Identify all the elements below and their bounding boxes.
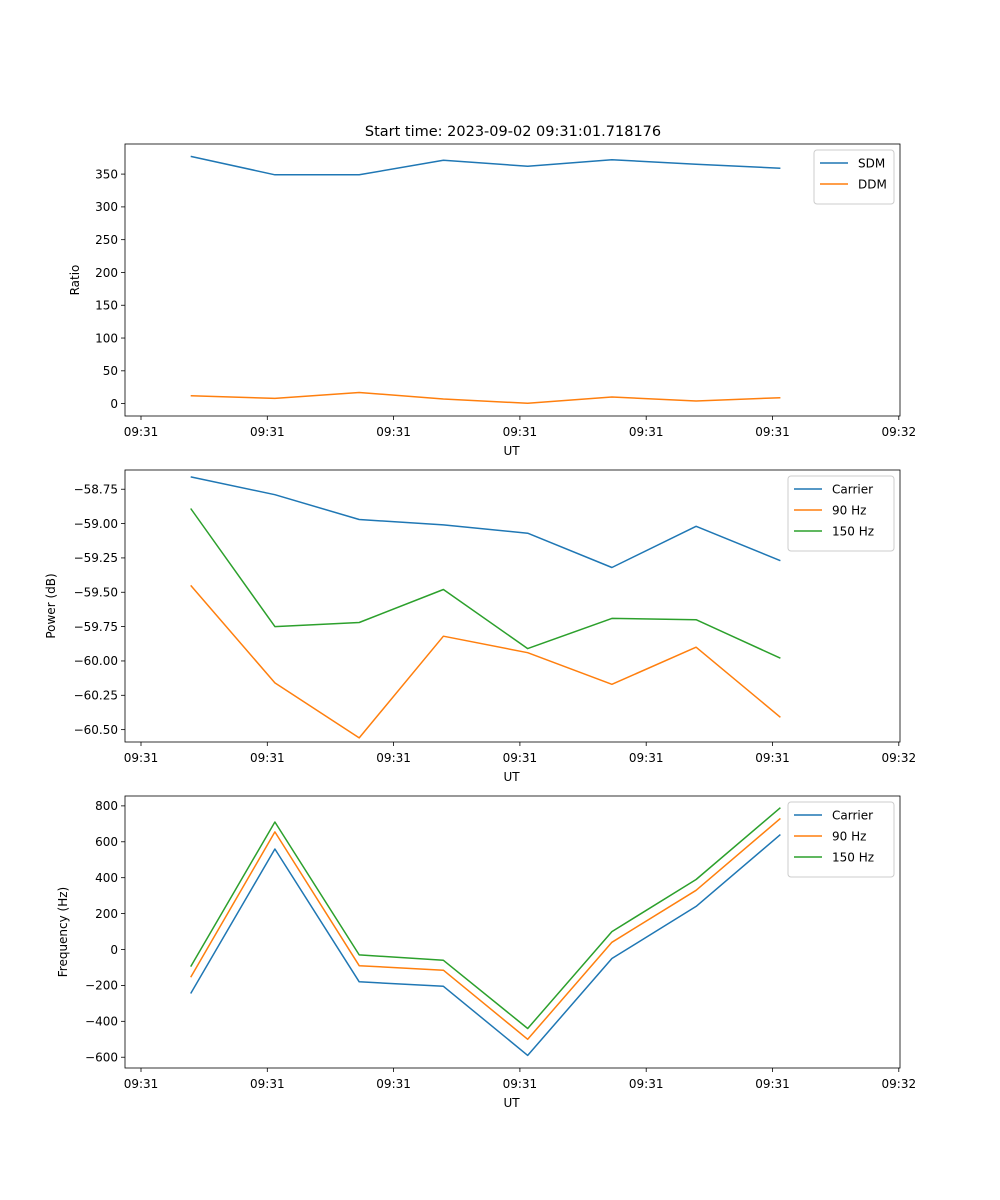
- legend-label-ddm: DDM: [858, 178, 887, 192]
- y-axis-label: Frequency (Hz): [56, 887, 70, 978]
- figure-title: Start time: 2023-09-02 09:31:01.718176: [365, 124, 661, 140]
- y-tick-label: −59.75: [74, 620, 118, 634]
- y-tick-label: −59.50: [74, 586, 118, 600]
- y-tick-label: 200: [95, 907, 118, 921]
- power-chart: 09:31 09:31 09:31 09:31 09:31 09:31 09:32 −58.7…: [44, 469, 917, 784]
- y-tick-label: −600: [85, 1051, 118, 1065]
- x-tick-label: 09:31: [755, 425, 790, 439]
- x-tick-label: 09:31: [629, 751, 664, 765]
- legend-label-150-hz: 150 Hz: [832, 851, 874, 865]
- y-tick-label: −400: [85, 1015, 118, 1029]
- x-axis-label: UT: [503, 770, 520, 784]
- y-tick-label: 200: [95, 266, 118, 280]
- y-tick-label: 150: [95, 299, 118, 313]
- x-axis-label: UT: [503, 1096, 520, 1110]
- series-line-ddm: [190, 391, 781, 405]
- legend-label-90-hz: 90 Hz: [832, 830, 866, 844]
- axes-frame: [124, 795, 901, 1069]
- legend-label-sdm: SDM: [858, 157, 885, 171]
- x-tick-label: 09:31: [629, 425, 664, 439]
- x-tick-label: 09:31: [250, 425, 285, 439]
- x-tick-label: 09:31: [250, 751, 285, 765]
- y-tick-label: 0: [110, 397, 118, 411]
- series-line-150-hz: [190, 508, 781, 659]
- y-tick-label: 300: [95, 200, 118, 214]
- y-axis-label: Ratio: [68, 265, 82, 296]
- axes-frame: [124, 143, 901, 417]
- series-line-carrier: [190, 834, 781, 1057]
- ratio-chart: 09:31 09:31 09:31 09:31 09:31 09:31 09:32 0 50 10…: [68, 143, 917, 458]
- x-tick-label: 09:31: [629, 1077, 664, 1091]
- y-tick-label: 100: [95, 331, 118, 345]
- x-tick-label: 09:31: [376, 425, 411, 439]
- x-tick-label: 09:31: [755, 751, 790, 765]
- y-tick-label: −60.50: [74, 723, 118, 737]
- x-tick-label: 09:31: [503, 425, 538, 439]
- x-tick-label: 09:32: [882, 751, 917, 765]
- x-tick-label: 09:32: [882, 1077, 917, 1091]
- series-line-90-hz: [190, 584, 781, 739]
- y-tick-label: 400: [95, 871, 118, 885]
- y-tick-label: 250: [95, 233, 118, 247]
- y-tick-label: −200: [85, 979, 118, 993]
- y-tick-label: 600: [95, 835, 118, 849]
- x-axis-label: UT: [503, 444, 520, 458]
- x-tick-label: 09:31: [376, 1077, 411, 1091]
- series-line-90-hz: [190, 817, 781, 1041]
- series-line-carrier: [190, 476, 781, 569]
- x-tick-label: 09:31: [124, 751, 159, 765]
- x-tick-label: 09:31: [503, 751, 538, 765]
- legend-box: [787, 801, 895, 878]
- legend-label-150-hz: 150 Hz: [832, 525, 874, 539]
- axes-frame: [124, 469, 901, 743]
- legend-box: [787, 475, 895, 552]
- legend-label-carrier: Carrier: [832, 483, 873, 497]
- y-axis-label: Power (dB): [44, 573, 58, 638]
- series-line-sdm: [190, 155, 781, 176]
- y-tick-label: −59.00: [74, 517, 118, 531]
- y-tick-label: 50: [103, 364, 118, 378]
- x-tick-label: 09:31: [124, 425, 159, 439]
- y-tick-label: −59.25: [74, 551, 118, 565]
- x-tick-label: 09:31: [755, 1077, 790, 1091]
- y-tick-label: −58.75: [74, 483, 118, 497]
- x-tick-label: 09:31: [124, 1077, 159, 1091]
- y-tick-label: −60.25: [74, 689, 118, 703]
- x-tick-label: 09:31: [376, 751, 411, 765]
- y-tick-label: 0: [110, 943, 118, 957]
- series-line-150-hz: [190, 807, 781, 1030]
- frequency-chart: 09:31 09:31 09:31 09:31 09:31 09:31 09:32 −600 −…: [56, 795, 917, 1110]
- y-tick-label: −60.00: [74, 654, 118, 668]
- legend-label-carrier: Carrier: [832, 809, 873, 823]
- x-tick-label: 09:31: [503, 1077, 538, 1091]
- legend-label-90-hz: 90 Hz: [832, 504, 866, 518]
- y-tick-label: 350: [95, 167, 118, 181]
- y-tick-label: 800: [95, 799, 118, 813]
- x-tick-label: 09:31: [250, 1077, 285, 1091]
- x-tick-label: 09:32: [882, 425, 917, 439]
